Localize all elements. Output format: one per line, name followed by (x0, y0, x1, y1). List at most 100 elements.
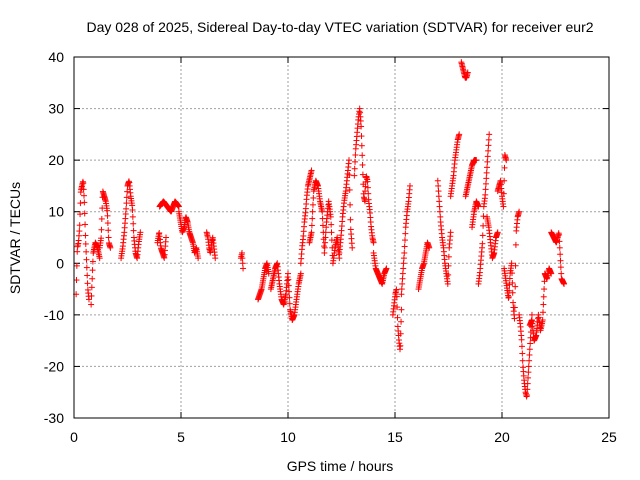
data-point (401, 249, 408, 256)
data-point (105, 234, 112, 241)
chart-title: Day 028 of 2025, Sidereal Day-to-day VTE… (86, 19, 593, 35)
data-point (88, 301, 95, 308)
data-point (528, 311, 535, 318)
data-point (309, 215, 316, 222)
data-point (81, 199, 88, 206)
data-point (83, 264, 90, 271)
points-layer (73, 59, 568, 400)
data-point (82, 221, 89, 228)
data-point (309, 208, 316, 215)
data-point (523, 392, 530, 399)
data-point (322, 234, 329, 241)
data-point (399, 275, 406, 282)
data-point (527, 340, 534, 347)
data-point (500, 190, 507, 197)
data-point (525, 374, 532, 381)
x-tick-label: 20 (494, 429, 510, 445)
data-point (322, 239, 329, 246)
data-point (321, 249, 328, 256)
y-tick-label: 10 (48, 204, 64, 220)
data-point (447, 229, 454, 236)
data-point (557, 264, 564, 271)
data-point (483, 175, 490, 182)
data-point (509, 279, 516, 286)
data-point (398, 286, 405, 293)
data-point (445, 271, 452, 278)
data-point (501, 164, 508, 171)
data-point (526, 346, 533, 353)
data-point (347, 201, 354, 208)
data-point (83, 248, 90, 255)
data-point (406, 182, 413, 189)
data-point (352, 158, 359, 165)
data-point (506, 287, 513, 294)
data-point (484, 158, 491, 165)
data-point (309, 201, 316, 208)
data-point (401, 243, 408, 250)
data-point (445, 253, 452, 260)
data-point (482, 191, 489, 198)
data-point (426, 244, 433, 251)
data-point (525, 369, 532, 376)
data-point (437, 213, 444, 220)
data-point (328, 221, 335, 228)
data-point (512, 283, 519, 290)
data-point (239, 255, 246, 262)
x-tick-label: 0 (70, 429, 78, 445)
data-point (359, 152, 366, 159)
data-point (394, 304, 401, 311)
y-axis-label: SDTVAR / TECUs (7, 182, 23, 294)
data-point (123, 205, 130, 212)
data-point (479, 240, 486, 247)
data-point (539, 317, 546, 324)
data-point (480, 213, 487, 220)
data-point (557, 251, 564, 258)
data-point (511, 315, 518, 322)
x-axis-label: GPS time / hours (287, 458, 394, 474)
data-point (456, 131, 463, 138)
data-point (557, 257, 564, 264)
data-point (435, 188, 442, 195)
data-point (358, 123, 365, 130)
data-point (163, 234, 170, 241)
data-point (323, 224, 330, 231)
data-point (104, 220, 111, 227)
y-tick-label: -10 (44, 307, 64, 323)
data-point (286, 300, 293, 307)
data-point (358, 142, 365, 149)
data-point (445, 262, 452, 269)
data-point (195, 255, 202, 262)
data-point (308, 167, 315, 174)
data-point (357, 117, 364, 124)
y-tick-label: 40 (48, 49, 64, 65)
data-point (308, 222, 315, 229)
data-point (89, 258, 96, 265)
data-point (365, 190, 372, 197)
data-point (464, 69, 471, 76)
data-point (482, 186, 489, 193)
data-point (76, 222, 83, 229)
data-point (328, 229, 335, 236)
data-point (310, 194, 317, 201)
data-point (400, 265, 407, 272)
data-point (319, 208, 326, 215)
data-point (398, 306, 405, 313)
data-point (525, 363, 532, 370)
data-point (435, 193, 442, 200)
data-point (286, 288, 293, 295)
data-point (526, 357, 533, 364)
data-point (508, 260, 515, 267)
x-tick-label: 5 (177, 429, 185, 445)
data-point (519, 357, 526, 364)
data-point (394, 314, 401, 321)
data-point (524, 380, 531, 387)
y-tick-label: -30 (44, 410, 64, 426)
data-point (265, 270, 272, 277)
data-point (96, 255, 103, 262)
data-point (88, 284, 95, 291)
data-point (516, 208, 523, 215)
data-point (239, 260, 246, 267)
data-point (383, 265, 390, 272)
data-point (129, 213, 136, 220)
data-point (484, 153, 491, 160)
